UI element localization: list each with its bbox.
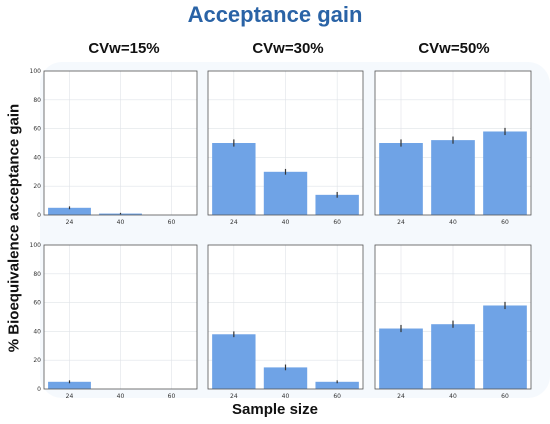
panel-r2-c2-x-tick-60: 60 [333,393,341,400]
panel-r2-c1-x-tick-60: 60 [168,393,176,400]
panel-r2-c1-x-tick-40: 40 [117,393,125,400]
panel-r1-c3-frame [374,70,532,216]
panel-r1-c2-bar-60 [315,194,359,215]
panel-r1-c3-bar-24 [379,143,423,215]
panel-r1-c3-x-tick-60: 60 [501,219,509,226]
panel-r1-c2-bar-40 [263,171,308,215]
chart-title: Acceptance gain [187,2,363,27]
panel-r1-c2-x-tick-24: 24 [230,219,238,226]
panel-r2-c1-y-tick-80: 80 [33,271,41,278]
panel-r1-c3-x-tick-40: 40 [449,219,457,226]
panel-r2-c3-x-tick-60: 60 [501,393,509,400]
panel-r1-c1-x-tick-60: 60 [168,219,176,226]
panel-r2-c1-x-tick-24: 24 [66,393,74,400]
panel-r1-c3-bar-60 [483,131,527,215]
panel-r1-c1-frame [43,70,198,216]
panel-r2-c1-y-tick-40: 40 [33,328,41,335]
panel-r1-c1-bar-24 [48,207,91,215]
panel-r2-c3-x-tick-24: 24 [397,393,405,400]
panel-r2-c2-bar-40 [263,367,308,389]
panel-r1-c2-frame [207,70,364,216]
column-title-cv15: CVw=15% [88,40,160,57]
panel-r2-c3-bar-40 [431,324,475,389]
panel-r2-c3-bar-24 [379,328,423,389]
panel-r2-c1-y-tick-20: 20 [33,357,41,364]
panel-r2-c1-frame [43,244,198,390]
column-title-cv50: CVw=50% [418,40,490,57]
panel-r1-c1-y-tick-100: 100 [30,68,42,75]
panel-r2-c1-y-tick-60: 60 [33,300,41,307]
panel-r2-c3-x-tick-40: 40 [449,393,457,400]
panel-r1-c1-y-tick-0: 0 [37,212,41,219]
panel-r2-c1-y-tick-100: 100 [30,242,42,249]
panel-r2-c3-bar-60 [483,305,527,389]
panel-r1-c1-x-tick-24: 24 [66,219,74,226]
panel-r1-c1-x-tick-40: 40 [117,219,125,226]
panel-r2-c2-bar-60 [315,381,359,389]
panel-r1-c1-y-tick-40: 40 [33,154,41,161]
panel-r1-c1-y-tick-60: 60 [33,126,41,133]
panel-r2-c2-x-tick-24: 24 [230,393,238,400]
panel-r2-c1-bar-24 [48,381,91,389]
x-axis-title: Sample size [232,401,318,418]
panel-r2-c1-y-tick-0: 0 [37,386,41,393]
panel-r1-c2-bar-24 [212,143,256,215]
panel-r1-c3-bar-40 [431,140,475,215]
panel-r2-c3-frame [374,244,532,390]
panel-r1-c3-x-tick-24: 24 [397,219,405,226]
panel-r1-c1-y-tick-20: 20 [33,183,41,190]
panel-r1-c2-x-tick-60: 60 [333,219,341,226]
panel-r1-c1-y-tick-80: 80 [33,97,41,104]
column-title-cv30: CVw=30% [252,40,324,57]
panel-r1-c2-x-tick-40: 40 [282,219,290,226]
panel-r2-c2-frame [207,244,364,390]
panel-r2-c2-x-tick-40: 40 [282,393,290,400]
panel-r2-c2-bar-24 [212,334,256,389]
